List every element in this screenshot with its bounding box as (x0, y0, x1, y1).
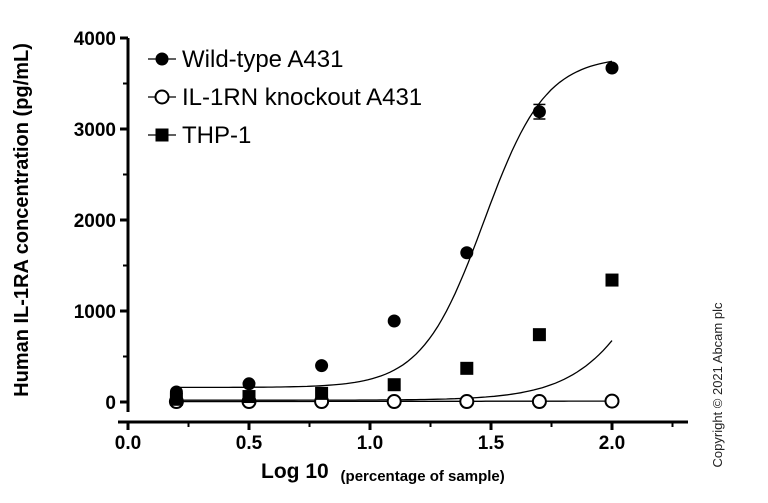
y-tick-label: 0 (105, 393, 116, 414)
copyright-notice: Copyright © 2021 Abcam plc (710, 302, 725, 467)
wild-type-point (242, 377, 256, 391)
x-tick-label: 0.5 (236, 433, 263, 454)
knockout-point (604, 393, 620, 409)
legend-marker (155, 52, 169, 66)
fit-curves (176, 60, 613, 403)
thp1-point (169, 392, 183, 406)
thp1-point (532, 328, 546, 342)
thp1-point (242, 390, 256, 404)
x-axis-title: Log 10 (percentage of sample) (261, 460, 505, 485)
knockout-point (459, 394, 475, 410)
wild-type-point (387, 314, 401, 328)
y-axis-title: Human IL-1RA concentration (pg/mL) (11, 43, 33, 397)
legend-marker (154, 89, 170, 105)
wild-type-point (605, 61, 619, 75)
knockout-point (386, 394, 402, 410)
x-tick-label: 1.5 (478, 433, 505, 454)
axes: 0 1000 2000 3000 4000 0.0 0.5 1.0 1.5 2.0 (74, 29, 688, 454)
x-axis-title-main: Log 10 (261, 460, 329, 483)
data-marks (168, 61, 620, 410)
legend-item-thp1: THP-1 (148, 122, 251, 149)
thp1-point (605, 273, 619, 287)
legend-item-wild-type: Wild-type A431 (148, 46, 343, 73)
legend-label: Wild-type A431 (182, 46, 343, 73)
x-tick-label: 1.0 (357, 433, 383, 454)
legend-label: THP-1 (182, 122, 251, 149)
y-tick-label: 4000 (74, 29, 116, 50)
wild-type-point (460, 246, 474, 260)
thp1-point (387, 378, 401, 392)
y-tick-label: 1000 (74, 302, 116, 323)
x-tick-label: 0.0 (115, 433, 141, 454)
legend-label: IL-1RN knockout A431 (182, 84, 422, 111)
thp1-point (315, 386, 329, 400)
wild-type-point (315, 359, 329, 373)
y-tick-label: 2000 (74, 211, 116, 232)
y-tick-label: 3000 (74, 120, 116, 141)
wild-type-point (532, 105, 546, 119)
legend: Wild-type A431 IL-1RN knockout A431 THP-1 (148, 46, 422, 149)
legend-item-knockout: IL-1RN knockout A431 (148, 84, 422, 111)
thp1-point (460, 361, 474, 375)
knockout-point (531, 394, 547, 410)
legend-marker (155, 128, 169, 142)
x-tick-label: 2.0 (599, 433, 625, 454)
x-axis-title-sub: (percentage of sample) (341, 468, 505, 485)
